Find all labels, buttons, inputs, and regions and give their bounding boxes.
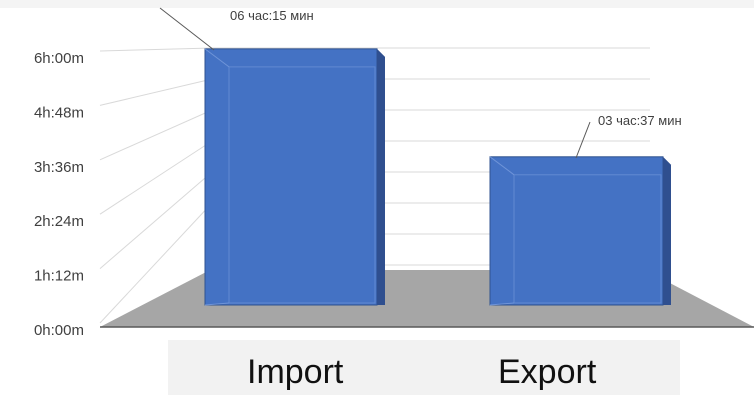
- bar-inner-edge: [513, 174, 662, 304]
- y-axis-ticks: 0h:00m 1h:12m 2h:24m 3h:36m 4h:48m 6h:00m: [34, 50, 84, 339]
- y-tick-label: 1h:12m: [34, 268, 84, 285]
- side-gridline: [99, 140, 213, 215]
- x-axis-panel: [168, 340, 680, 395]
- x-tick-label-export: Export: [498, 353, 597, 391]
- bar-import: [204, 48, 385, 306]
- y-tick-label: 0h:00m: [34, 322, 84, 339]
- bar-front-face: [489, 156, 664, 306]
- bar-inner-edge: [489, 302, 515, 306]
- bar-inner-edge: [204, 302, 230, 306]
- data-label-leader: [575, 121, 591, 159]
- side-gridline: [99, 109, 213, 161]
- data-labels: 06 час:15 мин 03 час:37 мин: [159, 7, 682, 159]
- bar-front-face: [204, 48, 378, 306]
- data-label-export: 03 час:37 мин: [598, 113, 682, 128]
- data-label-import: 06 час:15 мин: [230, 8, 314, 23]
- y-tick-label: 2h:24m: [34, 213, 84, 230]
- bar-right-face: [377, 48, 385, 305]
- x-tick-label-import: Import: [247, 353, 344, 391]
- y-tick-label: 3h:36m: [34, 159, 84, 176]
- top-border-strip: [0, 0, 754, 8]
- bar-inner-edge: [228, 66, 376, 304]
- bar-inner-edge: [204, 48, 230, 68]
- side-gridline: [99, 78, 213, 106]
- bar-right-face: [663, 156, 671, 305]
- side-gridline: [99, 47, 213, 52]
- y-tick-label: 4h:48m: [34, 104, 84, 121]
- side-gridline: [99, 171, 213, 269]
- side-gridline: [99, 202, 213, 324]
- data-label-leader: [159, 7, 215, 51]
- bars: [204, 48, 671, 306]
- bar-export: [489, 156, 671, 306]
- y-tick-label: 6h:00m: [34, 50, 84, 67]
- bar-inner-edge: [489, 156, 515, 176]
